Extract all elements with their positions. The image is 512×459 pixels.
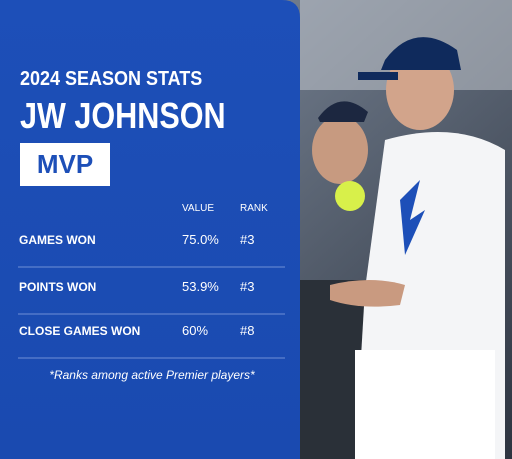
badge: MVP	[37, 149, 93, 179]
player-name: JW JOHNSON	[20, 97, 226, 137]
row-rank: #8	[240, 323, 254, 338]
stats-table: VALUE RANK GAMES WON 75.0% #3 POINTS WON 53.9%…	[18, 203, 285, 359]
row-value: 53.9%	[182, 279, 219, 294]
season-title: 2024 SEASON STATS	[20, 68, 202, 90]
row-label: POINTS WON	[19, 280, 96, 294]
panel	[0, 0, 300, 459]
footnote: *Ranks among active Premier players*	[49, 368, 255, 382]
column-header: VALUE	[182, 203, 214, 214]
row-value: 75.0%	[182, 232, 219, 247]
row-label: CLOSE GAMES WON	[19, 324, 140, 338]
row-label: GAMES WON	[19, 233, 96, 247]
column-header: RANK	[240, 203, 268, 214]
row-value: 60%	[182, 323, 208, 338]
badge-box	[20, 143, 110, 186]
row-rank: #3	[240, 279, 254, 294]
row-rank: #3	[240, 232, 254, 247]
